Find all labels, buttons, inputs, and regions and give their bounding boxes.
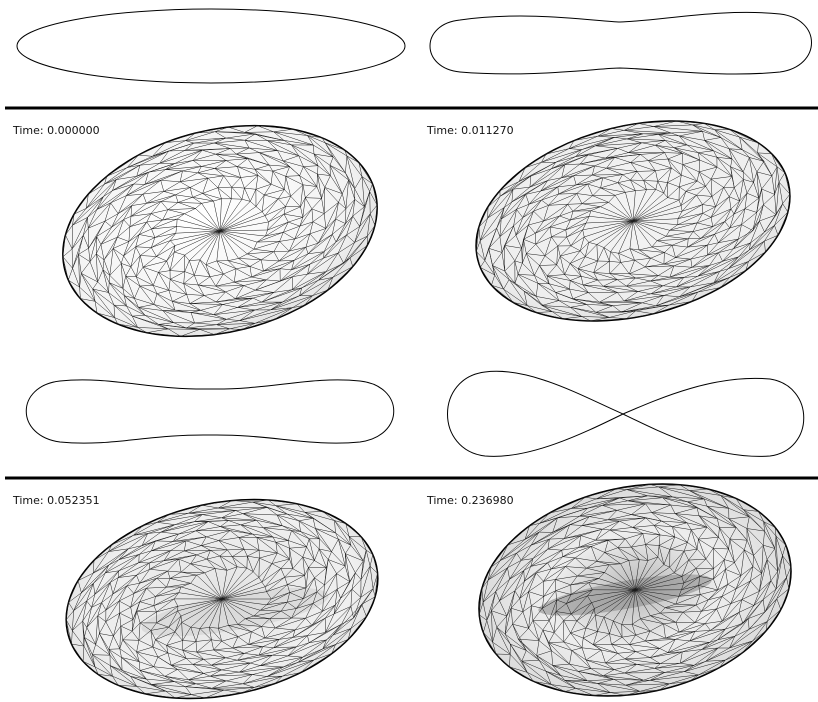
profile-ellipse-t0 <box>16 8 406 84</box>
profile-shape-t2 <box>25 379 395 444</box>
mesh-surface-t0 <box>62 124 378 338</box>
mesh-wireframe <box>478 484 792 696</box>
time-label-1: Time: 0.000000 <box>12 124 100 137</box>
mesh-wireframe <box>62 125 378 337</box>
profile-shape-t1 <box>429 11 812 75</box>
profile-shape-t3 <box>447 370 805 457</box>
mesh-surface-t2 <box>65 498 379 700</box>
profile-row-2 <box>25 370 805 457</box>
mesh-surface-t1 <box>475 120 791 322</box>
mesh-wireframe <box>65 499 378 699</box>
time-label-3: Time: 0.052351 <box>12 494 100 507</box>
time-label-2: Time: 0.011270 <box>426 124 514 137</box>
mesh-surface-t3 <box>478 483 792 697</box>
profile-row-1 <box>16 8 812 84</box>
mesh-wireframe <box>476 120 791 322</box>
time-label-4: Time: 0.236980 <box>426 494 514 507</box>
